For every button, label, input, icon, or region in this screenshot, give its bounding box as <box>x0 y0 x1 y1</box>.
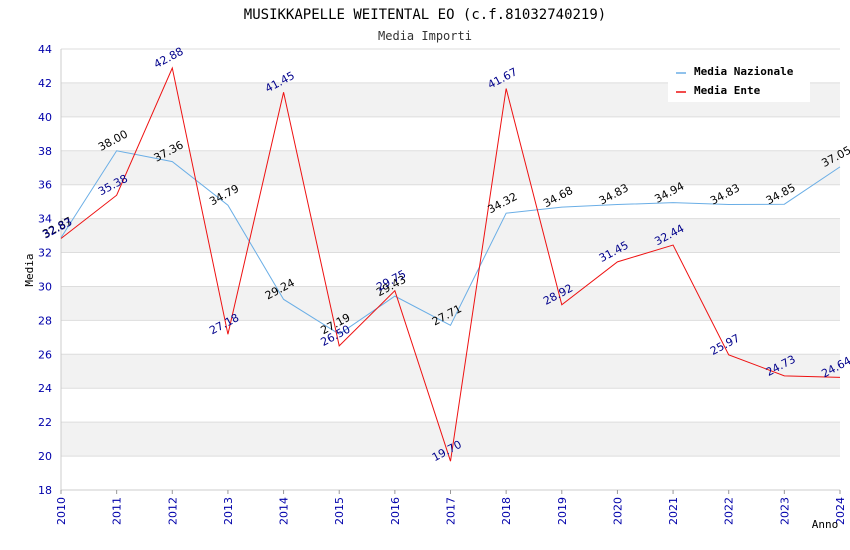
y-tick-label: 30 <box>38 280 52 293</box>
x-tick-label: 2020 <box>611 497 624 525</box>
y-tick-label: 42 <box>38 77 52 90</box>
x-tick-label: 2011 <box>111 497 124 525</box>
x-tick-label: 2015 <box>333 497 346 525</box>
x-tick-label: 2014 <box>278 497 291 525</box>
grid-band <box>61 218 840 253</box>
y-tick-label: 24 <box>38 382 52 395</box>
y-tick-label: 20 <box>38 450 52 463</box>
x-tick-label: 2018 <box>500 497 513 525</box>
x-tick-label: 2012 <box>166 497 179 525</box>
chart-title: MUSIKKAPELLE WEITENTAL EO (c.f.810327402… <box>244 7 606 23</box>
x-tick-label: 2019 <box>556 497 569 525</box>
legend-label-nazionale: Media Nazionale <box>694 65 794 78</box>
x-tick-label: 2023 <box>778 497 791 525</box>
data-label-nazionale: 34.83 <box>708 181 742 207</box>
legend-box <box>668 60 810 102</box>
grid-band <box>61 150 840 185</box>
data-label-nazionale: 34.68 <box>541 184 575 210</box>
y-tick-label: 18 <box>38 484 52 497</box>
x-axis-ticks: 2010 2011 2012 2013 2014 2015 2016 2017 2018 2019… <box>55 490 847 525</box>
y-tick-label: 28 <box>38 314 52 327</box>
grid-band <box>61 422 840 457</box>
x-axis-label: Anno <box>812 518 839 531</box>
y-axis-ticks: 18 20 22 24 26 28 30 32 34 36 38 40 42 44 <box>38 43 52 497</box>
x-tick-label: 2013 <box>222 497 235 525</box>
series-lines <box>60 66 841 462</box>
y-tick-label: 32 <box>38 247 52 260</box>
grid-band <box>61 354 840 389</box>
series-line-nazionale <box>60 150 841 335</box>
data-label-nazionale: 34.79 <box>207 182 241 208</box>
x-tick-label: 2010 <box>55 497 68 525</box>
data-label-nazionale: 34.83 <box>597 181 631 207</box>
y-tick-label: 40 <box>38 111 52 124</box>
x-tick-label: 2021 <box>667 497 680 525</box>
x-tick-label: 2022 <box>723 497 736 525</box>
y-tick-label: 34 <box>38 213 52 226</box>
series-line-ente <box>60 66 841 462</box>
y-axis-label: Media <box>23 253 36 286</box>
y-tick-label: 36 <box>38 179 52 192</box>
x-tick-label: 2017 <box>445 497 458 525</box>
y-tick-label: 44 <box>38 43 52 56</box>
x-tick-label: 2024 <box>834 497 847 525</box>
legend: Media Nazionale Media Ente <box>668 60 810 102</box>
y-tick-label: 22 <box>38 416 52 429</box>
y-tick-label: 38 <box>38 145 52 158</box>
x-tick-label: 2016 <box>389 497 402 525</box>
grid-band <box>61 286 840 321</box>
legend-label-ente: Media Ente <box>694 84 761 97</box>
y-tick-label: 26 <box>38 348 52 361</box>
chart-subtitle: Media Importi <box>378 29 472 43</box>
data-label-nazionale: 38.00 <box>96 128 130 154</box>
